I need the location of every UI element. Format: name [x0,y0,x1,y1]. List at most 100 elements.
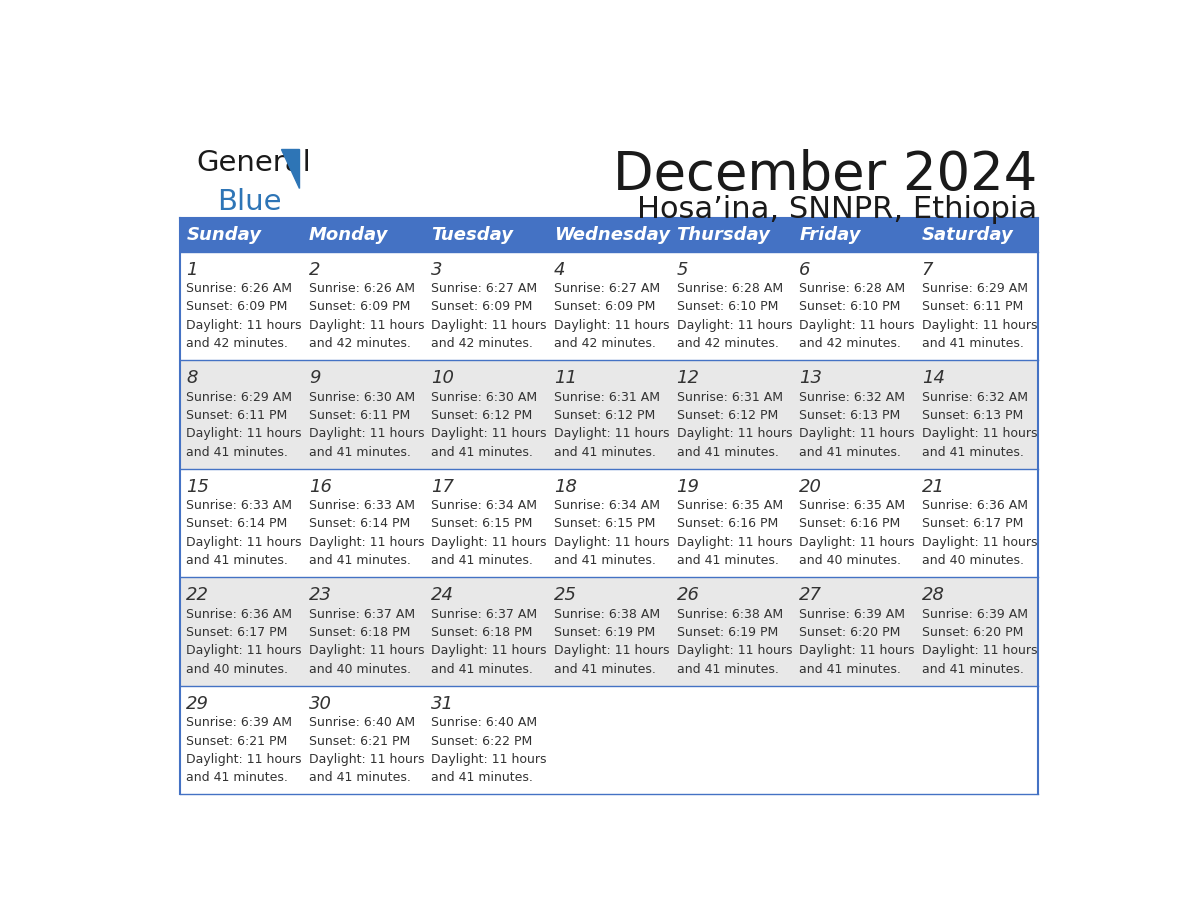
Text: Sunrise: 6:29 AM: Sunrise: 6:29 AM [922,282,1028,295]
Text: 9: 9 [309,369,321,387]
Text: and 41 minutes.: and 41 minutes. [431,445,533,459]
Text: Sunset: 6:20 PM: Sunset: 6:20 PM [922,626,1023,639]
Text: and 42 minutes.: and 42 minutes. [309,337,411,350]
Text: 1: 1 [187,261,197,279]
Text: and 41 minutes.: and 41 minutes. [922,445,1024,459]
Text: Daylight: 11 hours: Daylight: 11 hours [922,644,1037,657]
Text: Sunrise: 6:31 AM: Sunrise: 6:31 AM [554,390,661,404]
Bar [179,577,1038,686]
Text: and 41 minutes.: and 41 minutes. [677,554,778,567]
Text: Daylight: 11 hours: Daylight: 11 hours [431,536,546,549]
Text: Hosa’ina, SNNPR, Ethiopia: Hosa’ina, SNNPR, Ethiopia [637,195,1037,224]
Text: Sunrise: 6:34 AM: Sunrise: 6:34 AM [554,499,661,512]
Text: and 40 minutes.: and 40 minutes. [922,554,1024,567]
Text: 25: 25 [554,587,577,604]
Text: and 41 minutes.: and 41 minutes. [800,445,901,459]
Text: 28: 28 [922,587,944,604]
Text: Sunset: 6:10 PM: Sunset: 6:10 PM [800,300,901,313]
Text: Daylight: 11 hours: Daylight: 11 hours [800,319,915,331]
Text: Daylight: 11 hours: Daylight: 11 hours [922,319,1037,331]
Text: 26: 26 [677,587,700,604]
Text: and 41 minutes.: and 41 minutes. [800,663,901,676]
Text: Sunset: 6:09 PM: Sunset: 6:09 PM [309,300,410,313]
Text: Sunset: 6:19 PM: Sunset: 6:19 PM [554,626,656,639]
Text: 29: 29 [187,695,209,713]
Text: Daylight: 11 hours: Daylight: 11 hours [922,427,1037,441]
Text: and 41 minutes.: and 41 minutes. [309,771,411,784]
Text: and 42 minutes.: and 42 minutes. [431,337,533,350]
Bar [179,686,1038,794]
Text: Daylight: 11 hours: Daylight: 11 hours [309,319,424,331]
Text: 30: 30 [309,695,331,713]
Text: Sunrise: 6:40 AM: Sunrise: 6:40 AM [431,716,537,729]
Text: Sunset: 6:17 PM: Sunset: 6:17 PM [187,626,287,639]
Text: Sunset: 6:11 PM: Sunset: 6:11 PM [309,409,410,422]
Polygon shape [282,149,299,188]
Text: Sunrise: 6:39 AM: Sunrise: 6:39 AM [187,716,292,729]
Text: Sunrise: 6:37 AM: Sunrise: 6:37 AM [431,608,537,621]
Text: Sunset: 6:12 PM: Sunset: 6:12 PM [431,409,532,422]
Text: Sunrise: 6:27 AM: Sunrise: 6:27 AM [431,282,537,295]
Text: and 40 minutes.: and 40 minutes. [187,663,289,676]
Text: Daylight: 11 hours: Daylight: 11 hours [187,427,302,441]
Text: Sunset: 6:11 PM: Sunset: 6:11 PM [922,300,1023,313]
Text: Sunrise: 6:35 AM: Sunrise: 6:35 AM [800,499,905,512]
Text: 18: 18 [554,478,577,496]
Text: Sunrise: 6:30 AM: Sunrise: 6:30 AM [309,390,415,404]
Text: Sunset: 6:17 PM: Sunset: 6:17 PM [922,518,1023,531]
Text: Daylight: 11 hours: Daylight: 11 hours [554,319,670,331]
Text: Daylight: 11 hours: Daylight: 11 hours [309,753,424,766]
Text: Daylight: 11 hours: Daylight: 11 hours [800,427,915,441]
Text: Sunrise: 6:32 AM: Sunrise: 6:32 AM [922,390,1028,404]
Text: 19: 19 [677,478,700,496]
Text: Daylight: 11 hours: Daylight: 11 hours [187,753,302,766]
Text: Sunrise: 6:38 AM: Sunrise: 6:38 AM [677,608,783,621]
Text: and 41 minutes.: and 41 minutes. [922,337,1024,350]
Text: Daylight: 11 hours: Daylight: 11 hours [554,644,670,657]
Text: Sunrise: 6:28 AM: Sunrise: 6:28 AM [677,282,783,295]
Text: Sunset: 6:18 PM: Sunset: 6:18 PM [309,626,410,639]
Text: and 42 minutes.: and 42 minutes. [800,337,901,350]
Text: Sunset: 6:12 PM: Sunset: 6:12 PM [554,409,656,422]
Text: Daylight: 11 hours: Daylight: 11 hours [922,536,1037,549]
Text: Daylight: 11 hours: Daylight: 11 hours [431,427,546,441]
Text: and 41 minutes.: and 41 minutes. [309,554,411,567]
Text: Sunset: 6:20 PM: Sunset: 6:20 PM [800,626,901,639]
Text: 5: 5 [677,261,688,279]
Text: Sunrise: 6:26 AM: Sunrise: 6:26 AM [309,282,415,295]
Text: and 41 minutes.: and 41 minutes. [677,663,778,676]
Text: Daylight: 11 hours: Daylight: 11 hours [431,753,546,766]
Text: 7: 7 [922,261,934,279]
Text: 10: 10 [431,369,455,387]
Text: Sunrise: 6:33 AM: Sunrise: 6:33 AM [309,499,415,512]
Text: Sunset: 6:12 PM: Sunset: 6:12 PM [677,409,778,422]
Bar [179,469,1038,577]
Text: Sunrise: 6:31 AM: Sunrise: 6:31 AM [677,390,783,404]
Text: 12: 12 [677,369,700,387]
Text: 16: 16 [309,478,331,496]
Text: December 2024: December 2024 [613,149,1037,201]
Text: Daylight: 11 hours: Daylight: 11 hours [309,427,424,441]
Text: Daylight: 11 hours: Daylight: 11 hours [309,536,424,549]
Text: Sunrise: 6:34 AM: Sunrise: 6:34 AM [431,499,537,512]
Text: Daylight: 11 hours: Daylight: 11 hours [187,644,302,657]
Text: 20: 20 [800,478,822,496]
Text: Sunset: 6:10 PM: Sunset: 6:10 PM [677,300,778,313]
Text: 14: 14 [922,369,944,387]
Text: Daylight: 11 hours: Daylight: 11 hours [677,427,792,441]
Text: and 41 minutes.: and 41 minutes. [431,554,533,567]
Text: Sunset: 6:21 PM: Sunset: 6:21 PM [187,734,287,747]
Text: Sunset: 6:16 PM: Sunset: 6:16 PM [800,518,901,531]
Text: Sunset: 6:13 PM: Sunset: 6:13 PM [922,409,1023,422]
Text: Daylight: 11 hours: Daylight: 11 hours [431,319,546,331]
Text: Sunrise: 6:36 AM: Sunrise: 6:36 AM [187,608,292,621]
Text: Sunset: 6:14 PM: Sunset: 6:14 PM [187,518,287,531]
Bar [179,252,1038,360]
Text: and 42 minutes.: and 42 minutes. [677,337,778,350]
Bar [670,218,792,252]
Text: Sunrise: 6:26 AM: Sunrise: 6:26 AM [187,282,292,295]
Text: 31: 31 [431,695,455,713]
Text: 2: 2 [309,261,321,279]
Text: 6: 6 [800,261,810,279]
Text: 23: 23 [309,587,331,604]
